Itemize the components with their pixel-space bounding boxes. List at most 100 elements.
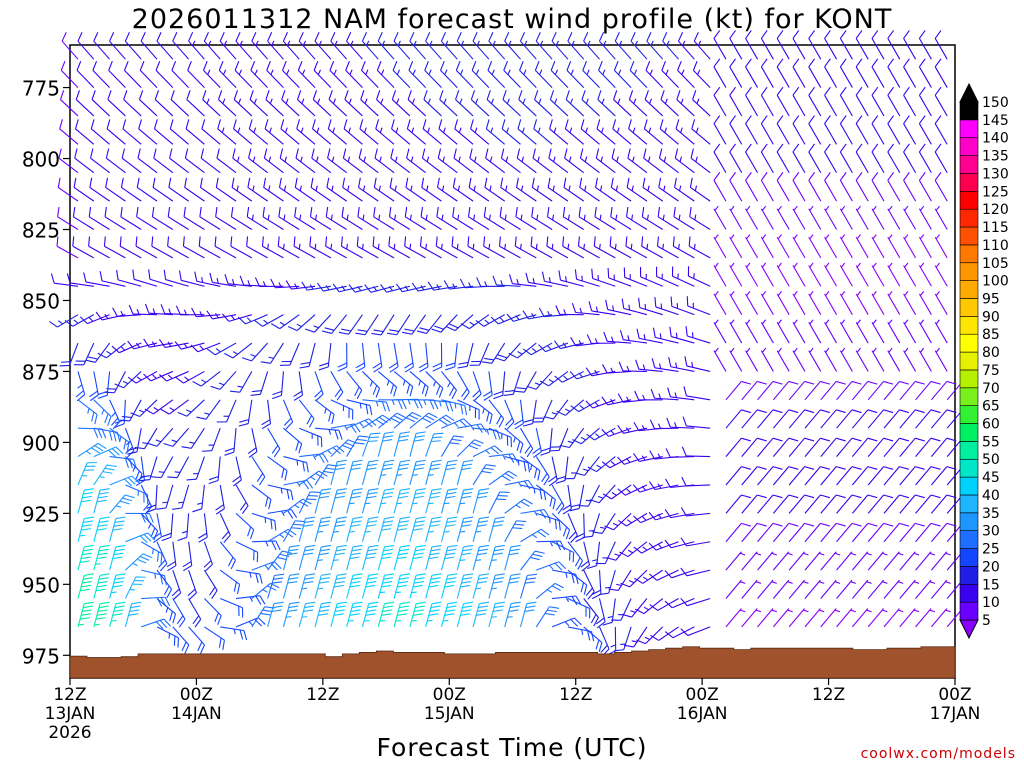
- wind-barb: [867, 380, 894, 401]
- wind-barb: [776, 143, 790, 174]
- barb-half-feather: [420, 285, 425, 291]
- barb-feather: [351, 463, 362, 467]
- wind-barb: [138, 119, 158, 145]
- x-tick-label: 14JAN: [171, 704, 222, 724]
- wind-barb: [441, 435, 464, 457]
- barb-half-feather: [300, 127, 304, 133]
- barb-staff: [594, 245, 616, 259]
- barb-staff: [788, 608, 806, 628]
- barb-feather: [496, 498, 506, 501]
- wind-barb: [472, 488, 490, 514]
- barb-feather: [99, 601, 110, 605]
- wind-barb: [725, 522, 751, 543]
- barb-staff: [438, 128, 458, 145]
- barb-half-feather: [809, 347, 814, 353]
- wind-barb: [488, 601, 505, 628]
- wind-barb: [298, 32, 316, 60]
- barb-feather: [594, 207, 597, 217]
- barb-feather: [214, 236, 217, 247]
- barb-staff: [645, 69, 664, 88]
- wind-barb: [504, 498, 533, 514]
- wind-barb: [186, 90, 205, 117]
- wind-barb: [887, 30, 901, 60]
- barb-half-feather: [395, 619, 402, 622]
- barb-half-feather: [531, 312, 535, 319]
- barb-feather: [574, 472, 585, 476]
- barb-feather: [501, 475, 511, 482]
- barb-staff: [656, 569, 679, 581]
- colorbar-box: [959, 280, 979, 299]
- barb-feather: [352, 488, 363, 491]
- wind-barb: [470, 119, 490, 145]
- wind-barb: [451, 236, 474, 259]
- barb-feather: [851, 409, 862, 414]
- wind-barb: [425, 414, 455, 429]
- barb-feather: [510, 544, 521, 548]
- barb-half-feather: [238, 69, 242, 75]
- barb-half-feather: [897, 552, 904, 556]
- barb-feather: [374, 148, 378, 159]
- barb-feather: [310, 177, 314, 188]
- y-tick-label: 825: [22, 219, 60, 243]
- barb-staff: [918, 151, 932, 174]
- wind-barb: [170, 90, 190, 117]
- wind-barb: [918, 291, 932, 315]
- barb-staff: [915, 381, 932, 401]
- wind-barb: [567, 513, 578, 544]
- colorbar-label: 75: [982, 363, 1000, 379]
- barb-feather: [591, 589, 601, 596]
- barb-half-feather: [872, 205, 877, 211]
- barb-staff: [245, 314, 268, 325]
- barb-staff: [788, 579, 806, 599]
- barb-feather: [462, 548, 473, 552]
- wind-barb: [836, 380, 862, 401]
- barb-staff: [372, 245, 395, 259]
- barb-feather: [596, 119, 601, 130]
- barb-feather: [675, 119, 680, 130]
- barb-feather: [399, 577, 410, 580]
- barb-staff: [820, 523, 837, 543]
- barb-feather: [114, 520, 125, 523]
- barb-half-feather: [600, 526, 606, 529]
- barb-feather: [94, 414, 98, 425]
- wind-barb: [493, 371, 506, 400]
- barb-half-feather: [507, 616, 513, 618]
- barb-feather: [261, 423, 271, 430]
- barb-feather: [788, 409, 799, 414]
- barb-staff: [546, 245, 569, 259]
- barb-feather: [366, 524, 377, 527]
- barb-feather: [452, 207, 455, 217]
- barb-staff: [374, 187, 395, 202]
- wind-barb: [361, 601, 379, 628]
- wind-barb: [155, 61, 174, 88]
- wind-barb: [713, 30, 727, 60]
- wind-barb: [152, 177, 174, 202]
- wind-barb: [251, 512, 277, 531]
- wind-barb: [820, 466, 846, 486]
- barb-half-feather: [222, 98, 226, 104]
- wind-barb: [713, 319, 727, 344]
- barb-half-feather: [294, 283, 298, 289]
- barb-feather: [138, 90, 144, 100]
- barb-staff: [930, 523, 948, 543]
- wind-barb: [272, 371, 284, 400]
- barb-feather: [155, 621, 164, 630]
- barb-staff: [672, 275, 695, 287]
- wind-barb: [824, 234, 838, 259]
- barb-half-feather: [658, 363, 662, 369]
- wind-barb: [175, 305, 205, 316]
- watermark-link[interactable]: coolwx.com/models: [860, 746, 1016, 762]
- barb-half-feather: [314, 243, 317, 250]
- barb-feather: [167, 207, 171, 217]
- barb-half-feather: [761, 262, 767, 268]
- wind-barb: [425, 399, 454, 412]
- wind-barb: [441, 371, 458, 400]
- wind-barb: [514, 371, 537, 393]
- barb-staff: [106, 128, 126, 145]
- barb-feather: [321, 573, 332, 576]
- barb-feather: [836, 494, 846, 499]
- barb-staff: [153, 157, 174, 174]
- barb-feather: [398, 439, 409, 442]
- barb-feather: [89, 394, 99, 402]
- wind-barb: [883, 494, 910, 514]
